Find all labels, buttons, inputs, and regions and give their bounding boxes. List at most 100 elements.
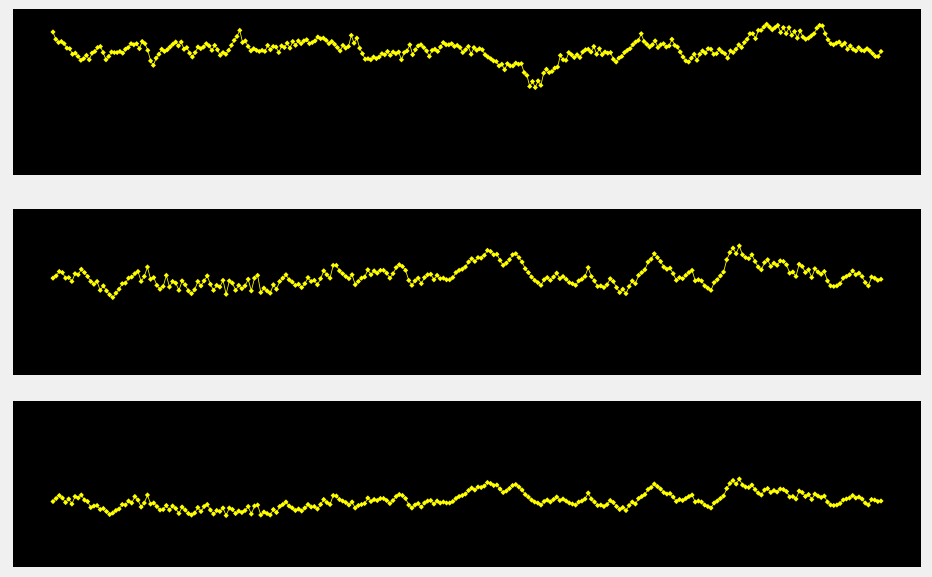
data-point (384, 270, 390, 276)
data-point (214, 47, 221, 53)
data-point (273, 44, 279, 50)
data-point (550, 274, 557, 280)
data-point (794, 35, 800, 41)
data-point (472, 487, 478, 493)
data-point (831, 502, 837, 509)
data-point (769, 27, 775, 33)
data-point (610, 56, 616, 62)
data-point (167, 44, 173, 50)
data-point (714, 498, 720, 504)
data-point (724, 257, 730, 263)
data-point (733, 251, 739, 257)
data-point (472, 258, 478, 265)
data-point (418, 42, 424, 48)
data-point (648, 256, 654, 262)
data-point (856, 44, 862, 51)
data-point (295, 38, 301, 44)
data-point (691, 51, 697, 57)
data-point (154, 503, 160, 510)
data-point (595, 502, 601, 509)
data-point (315, 34, 321, 40)
data-point (683, 495, 689, 502)
data-point (362, 500, 368, 507)
data-point (258, 289, 264, 296)
data-point (81, 269, 88, 276)
data-point (355, 278, 361, 285)
data-point (443, 500, 450, 506)
data-point (834, 502, 840, 508)
data-point (599, 52, 605, 58)
data-point (727, 480, 733, 487)
data-point (484, 479, 491, 486)
data-point (497, 257, 503, 263)
data-point (72, 493, 78, 500)
data-point (839, 42, 845, 48)
data-point (327, 501, 333, 508)
data-point (69, 501, 75, 507)
data-point (607, 497, 613, 504)
data-point (591, 499, 598, 505)
data-point (522, 491, 528, 498)
data-point (822, 31, 828, 37)
data-point (66, 496, 72, 502)
data-point (702, 50, 708, 56)
data-point (651, 481, 657, 487)
data-point (850, 492, 856, 499)
data-point (176, 287, 182, 293)
data-point (623, 291, 629, 297)
data-point (500, 262, 506, 268)
data-point (471, 44, 477, 51)
data-point (431, 501, 437, 507)
data-point (750, 31, 756, 37)
data-point (695, 498, 701, 504)
data-point (354, 35, 360, 41)
data-point (376, 54, 382, 60)
data-point (503, 260, 509, 266)
data-point (255, 502, 261, 508)
data-point (635, 495, 642, 502)
data-point (875, 498, 881, 505)
data-point (610, 499, 616, 506)
data-point (695, 277, 701, 283)
data-point (862, 279, 868, 286)
data-point (318, 501, 324, 508)
data-point (305, 274, 311, 281)
data-point (626, 283, 632, 290)
data-point (336, 496, 343, 503)
data-point (692, 499, 698, 505)
data-point (840, 497, 846, 503)
data-point (573, 502, 579, 508)
data-point (475, 254, 481, 261)
data-point (481, 252, 487, 258)
data-point (815, 269, 821, 275)
data-point (58, 38, 64, 45)
series-line-3-1 (52, 478, 882, 517)
data-point (346, 276, 352, 282)
data-point (78, 57, 84, 63)
data-point (803, 36, 809, 42)
data-point (680, 54, 686, 60)
data-point (61, 41, 67, 47)
data-point (223, 51, 229, 57)
data-point (654, 254, 661, 261)
data-point (585, 264, 591, 271)
data-point (771, 487, 777, 494)
data-point (409, 282, 415, 288)
data-point (314, 282, 321, 288)
data-point (384, 497, 390, 504)
data-point (107, 511, 113, 518)
data-point (588, 49, 594, 55)
data-point (371, 268, 377, 274)
data-point (352, 282, 358, 288)
data-point (220, 505, 226, 511)
data-point (318, 276, 324, 282)
data-point (743, 484, 749, 490)
data-point (529, 78, 536, 85)
data-point (276, 49, 282, 56)
data-point (497, 486, 503, 492)
data-point (412, 47, 419, 53)
chart-panel-2 (13, 209, 921, 375)
data-point (443, 42, 449, 48)
data-point (654, 483, 661, 490)
data-point (368, 272, 374, 278)
